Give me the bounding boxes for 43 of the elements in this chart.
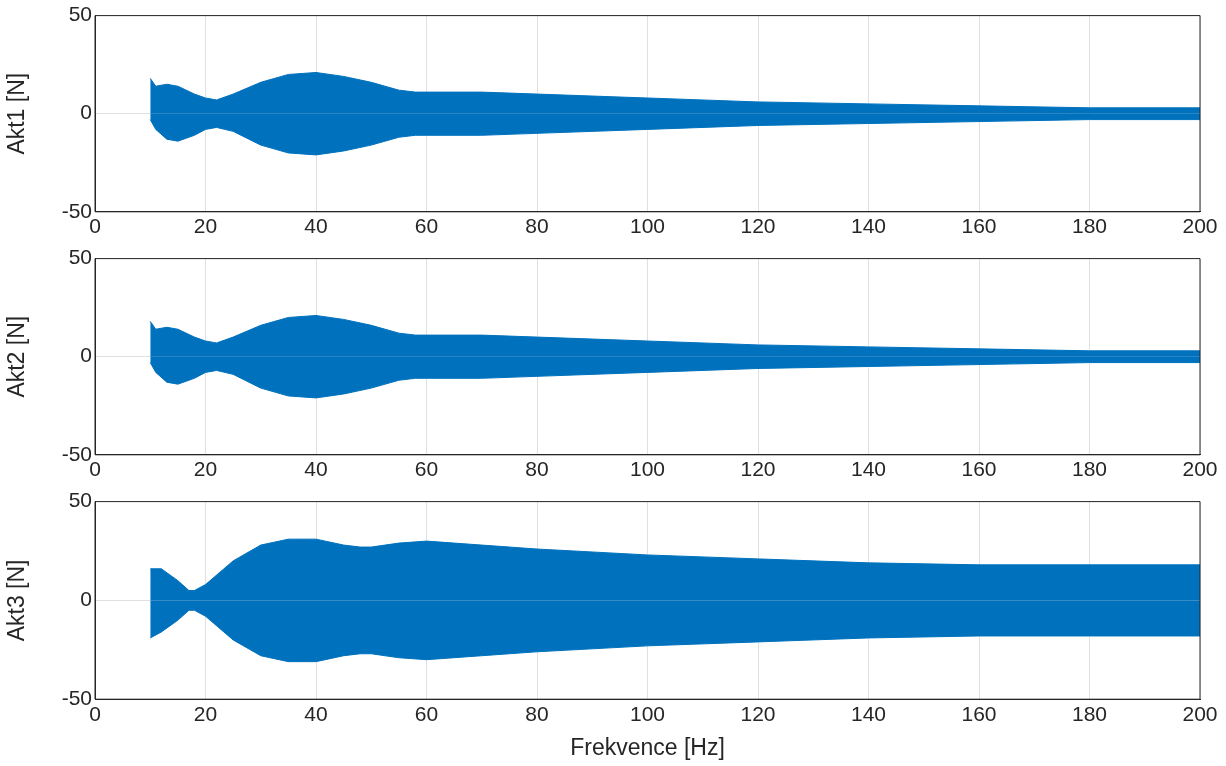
y-tick-label: 50 [68,488,92,512]
x-tick-label: 100 [629,701,666,725]
x-tick-label: 40 [304,701,328,725]
y-tick-label: -50 [61,198,92,222]
x-tick-label: 200 [1182,701,1218,725]
x-tick-label: 200 [1182,457,1218,481]
x-tick-label: 120 [740,457,776,481]
y-tick-label: 50 [68,245,92,269]
x-tick-label: 140 [850,214,887,238]
y-axis-title: Akt2 [N] [3,315,30,398]
x-tick-label: 160 [961,457,997,481]
x-tick-label: 40 [304,457,328,481]
x-tick-label: 180 [1071,214,1108,238]
x-tick-label: 20 [193,457,218,481]
x-tick-label: 60 [414,457,439,481]
y-axis-title: Akt3 [N] [3,559,30,642]
x-tick-label: 180 [1071,457,1108,481]
y-tick-label: 50 [68,2,92,26]
y-tick-label: 0 [80,587,92,611]
x-tick-label: 20 [193,701,218,725]
x-tick-label: 80 [525,457,549,481]
x-tick-label: 20 [193,214,218,238]
x-tick-label: 160 [961,701,997,725]
x-tick-label: 120 [740,701,776,725]
x-tick-label: 200 [1182,214,1218,238]
x-tick-label: 120 [740,214,776,238]
x-tick-label: 100 [629,457,666,481]
x-tick-label: 80 [525,214,549,238]
y-tick-label: 0 [80,100,92,124]
y-tick-label: 0 [80,343,92,367]
x-tick-label: 60 [414,214,439,238]
y-tick-label: -50 [61,686,92,709]
x-axis-title: Frekvence [Hz] [570,733,725,760]
x-tick-label: 60 [414,701,439,725]
y-tick-label: -50 [61,441,92,465]
x-tick-label: 80 [525,701,549,725]
x-tick-label: 180 [1071,701,1108,725]
y-axis-title: Akt1 [N] [3,72,30,155]
x-tick-label: 160 [961,214,997,238]
x-tick-label: 140 [850,457,887,481]
x-tick-label: 140 [850,701,887,725]
x-tick-label: 40 [304,214,328,238]
x-tick-label: 100 [629,214,666,238]
